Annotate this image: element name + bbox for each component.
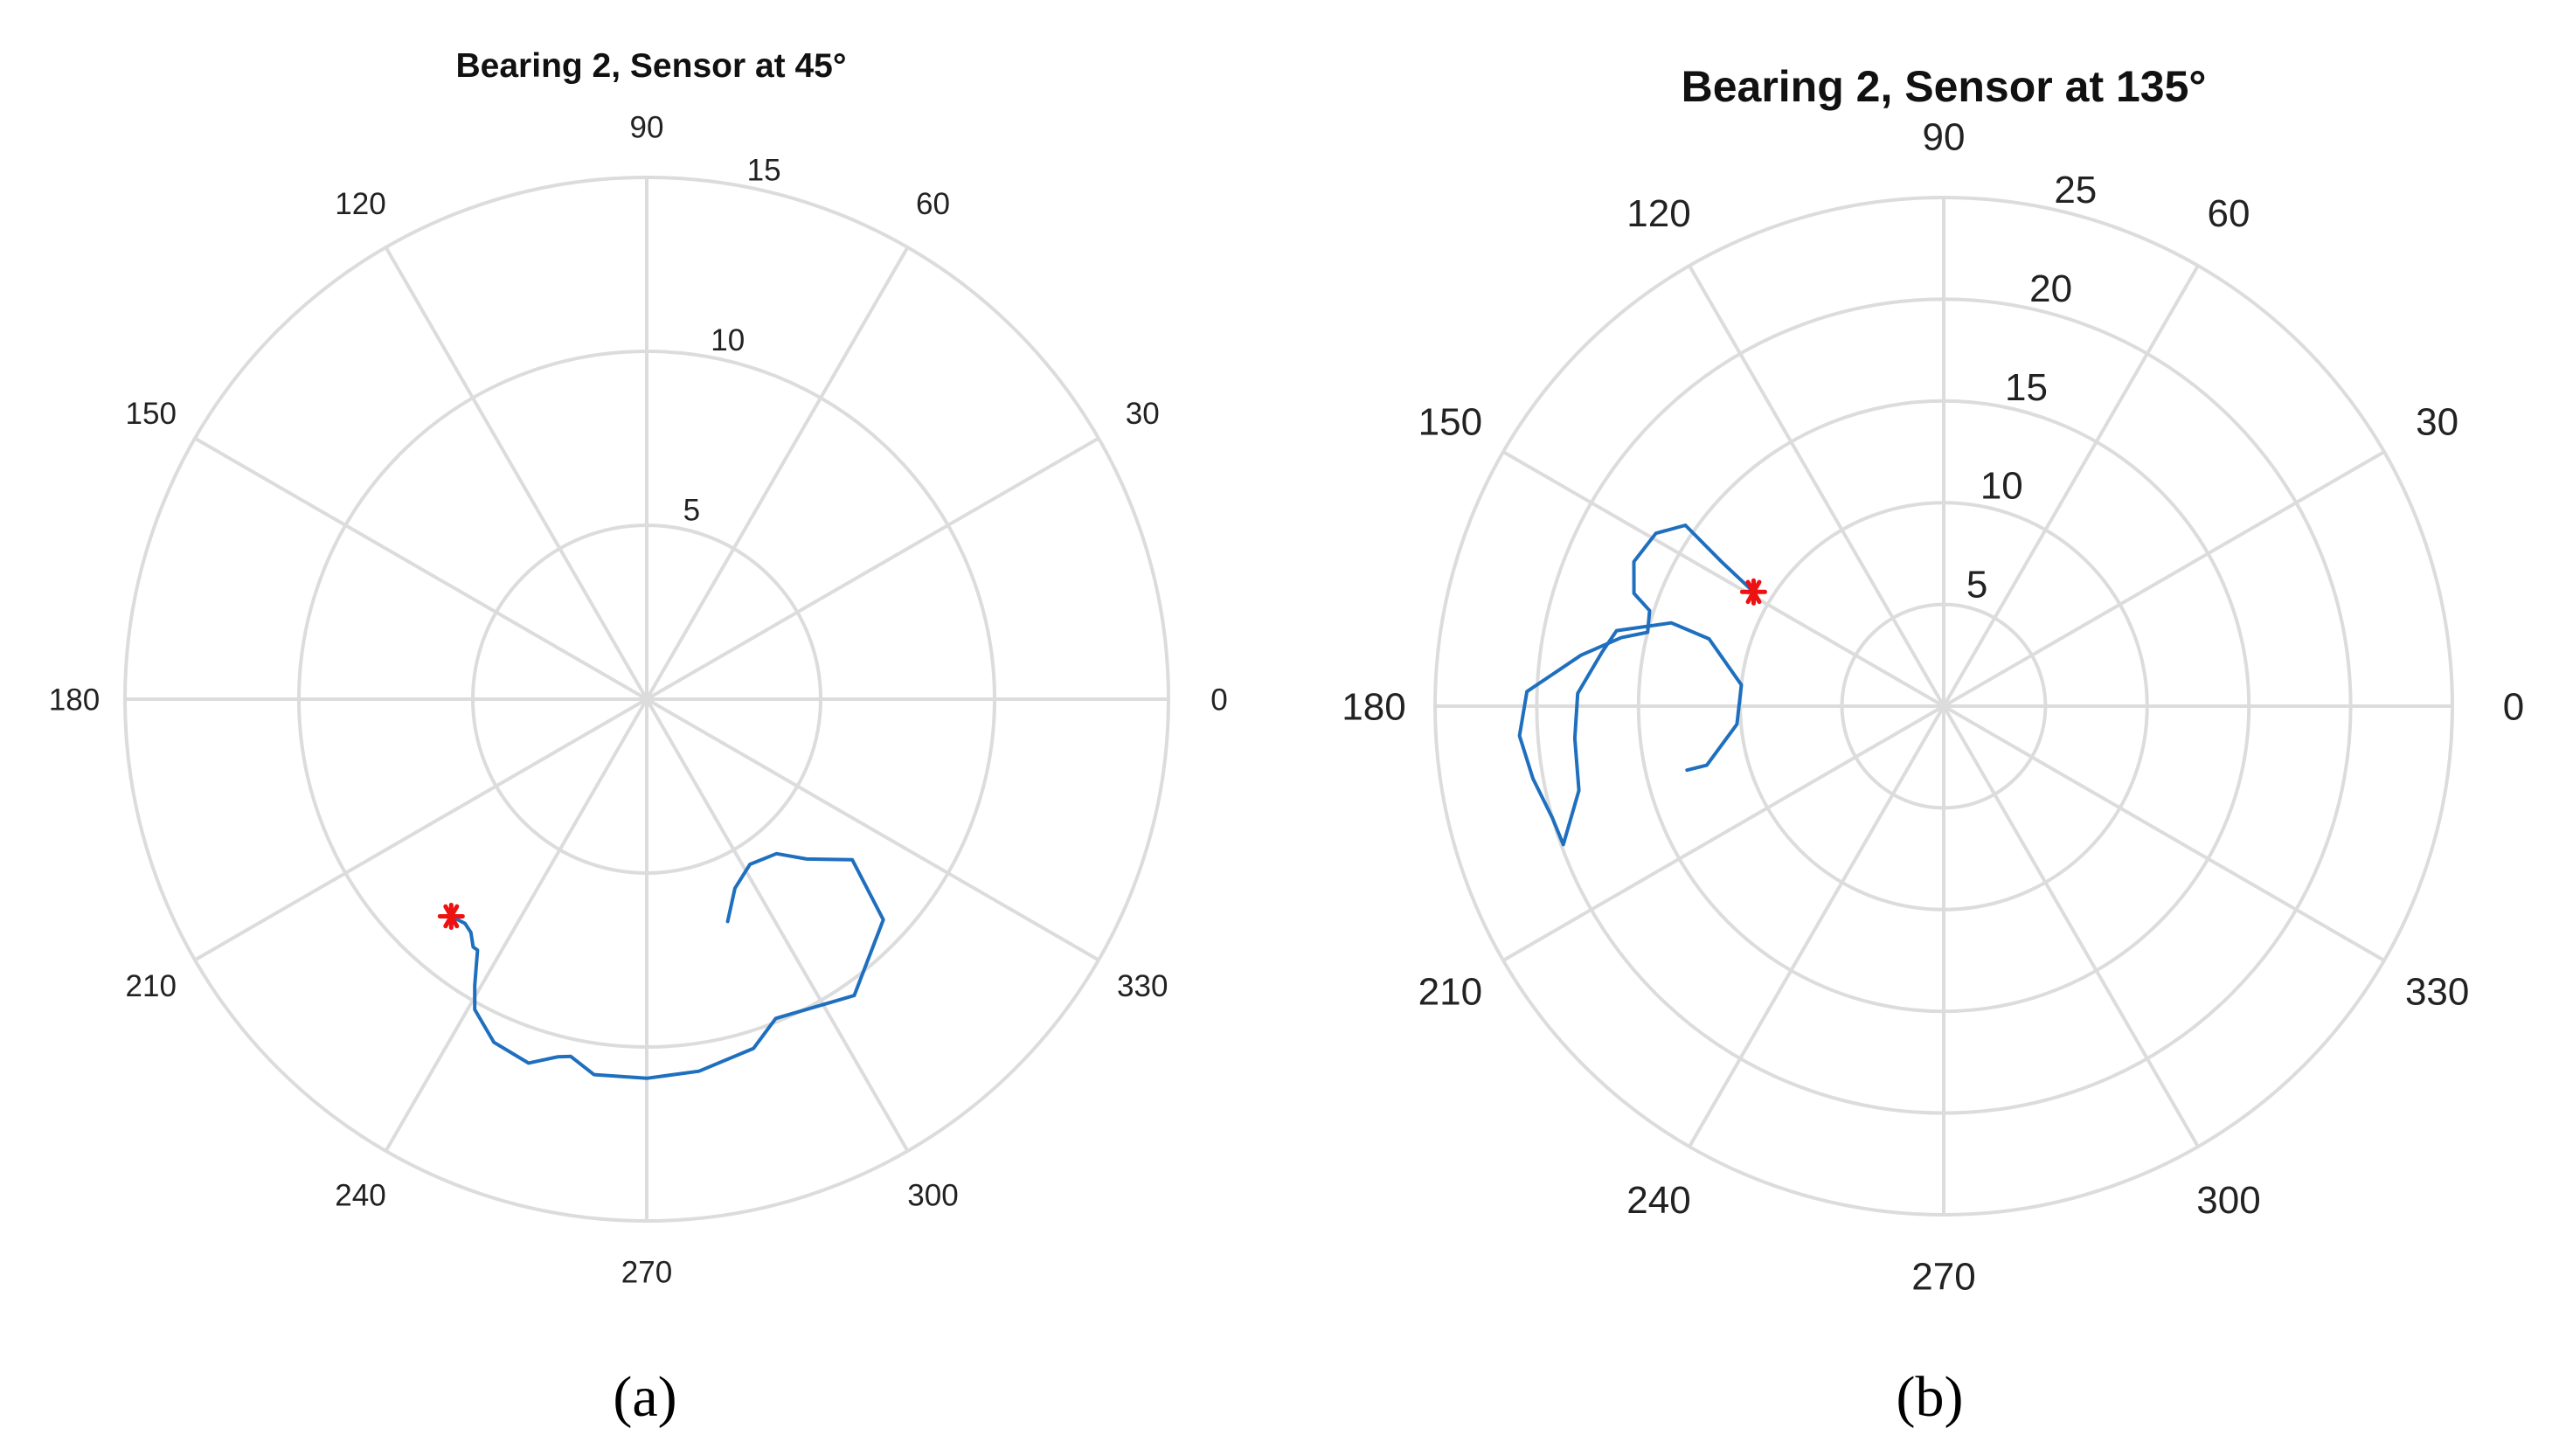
theta-tick-label: 300 <box>907 1178 958 1212</box>
panel-label: (a) <box>613 1365 676 1429</box>
r-tick-label: 10 <box>711 323 745 357</box>
chart-title: Bearing 2, Sensor at 45° <box>456 47 847 85</box>
theta-tick-label: 60 <box>2208 192 2250 235</box>
theta-tick-label: 120 <box>335 187 385 221</box>
grid-spoke-30 <box>646 436 1100 701</box>
theta-tick-label: 180 <box>49 683 100 717</box>
polar-chart-b: Bearing 2, Sensor at 135° 5 10 15 20 25 0 30 6… <box>1342 62 2524 1429</box>
grid-spoke-210 <box>1501 704 1945 962</box>
chart-title: Bearing 2, Sensor at 135° <box>1682 62 2207 111</box>
theta-tick-label: 270 <box>621 1255 672 1289</box>
grid-spoke-150 <box>1501 450 1945 708</box>
r-tick-label: 15 <box>747 153 781 187</box>
theta-tick-label: 180 <box>1342 685 1405 728</box>
theta-tick-label: 0 <box>2503 685 2524 728</box>
theta-tick-label: 330 <box>2405 970 2469 1013</box>
theta-tick-label: 0 <box>1210 683 1227 717</box>
theta-tick-label: 240 <box>335 1178 385 1212</box>
grid-spoke-150 <box>193 436 648 701</box>
theta-tick-label: 270 <box>1911 1255 1975 1298</box>
grid-spoke-120 <box>1688 264 1945 707</box>
theta-tick-label: 30 <box>2416 400 2458 443</box>
r-tick-label: 15 <box>2005 366 2048 409</box>
theta-tick-label: 90 <box>1923 115 1966 158</box>
grid-spoke-300 <box>1942 704 2200 1148</box>
polar-chart-a: Bearing 2, Sensor at 45° 5 10 15 0 30 60 90 12… <box>49 47 1228 1429</box>
r-tick-label: 5 <box>683 494 700 528</box>
grid-spoke-120 <box>384 246 648 701</box>
theta-tick-label: 210 <box>126 969 177 1003</box>
series-trace <box>1517 523 1756 847</box>
grid-spoke-240 <box>384 698 648 1153</box>
theta-tick-label: 240 <box>1626 1179 1690 1222</box>
theta-tick-label: 330 <box>1117 969 1168 1003</box>
series-trace <box>449 851 885 1080</box>
theta-tick-label: 210 <box>1418 970 1482 1013</box>
grid-spoke-330 <box>1943 704 2386 962</box>
grid-spoke-330 <box>646 697 1100 962</box>
theta-tick-label: 300 <box>2196 1179 2260 1222</box>
grid-spoke-60 <box>645 246 910 701</box>
r-tick-label: 5 <box>1966 564 1987 607</box>
grid-spoke-240 <box>1688 704 1945 1148</box>
grid-spoke-30 <box>1943 450 2386 708</box>
panel-label: (b) <box>1897 1365 1964 1429</box>
theta-tick-label: 30 <box>1126 397 1160 431</box>
grid-spoke-210 <box>193 697 648 962</box>
theta-tick-label: 120 <box>1626 192 1690 235</box>
start-marker <box>437 902 465 930</box>
r-tick-label: 10 <box>1980 465 2023 508</box>
start-marker <box>1739 578 1767 606</box>
theta-tick-label: 150 <box>1418 400 1482 443</box>
theta-tick-label: 90 <box>630 110 664 144</box>
grid-spoke-60 <box>1942 264 2200 707</box>
r-tick-label: 25 <box>2054 169 2097 211</box>
theta-tick-label: 60 <box>916 187 950 221</box>
theta-tick-label: 150 <box>126 397 177 431</box>
grid-spoke-300 <box>645 698 910 1153</box>
r-tick-label: 20 <box>2029 267 2072 310</box>
